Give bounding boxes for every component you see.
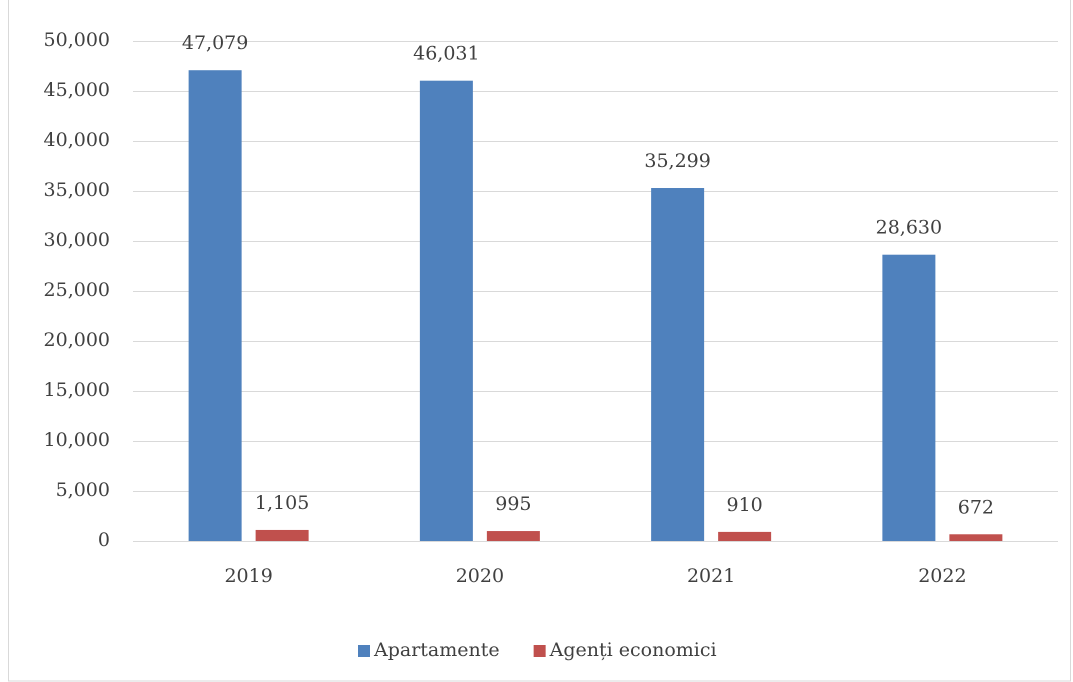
y-tick-label: 15,000	[44, 379, 110, 401]
bar	[949, 534, 1003, 541]
x-tick-label: 2020	[456, 565, 504, 587]
bar	[255, 529, 309, 541]
y-tick-label: 25,000	[44, 279, 110, 301]
chart-border	[8, 0, 1071, 682]
value-label: 910	[726, 494, 762, 516]
x-tick-label: 2021	[687, 565, 735, 587]
legend-swatch	[358, 645, 370, 657]
y-tick-label: 45,000	[44, 79, 110, 101]
value-label: 28,630	[876, 217, 942, 239]
legend-swatch	[533, 645, 546, 657]
value-label: 47,079	[182, 32, 248, 54]
bar	[882, 254, 936, 541]
y-tick-label: 0	[98, 529, 110, 551]
bar	[486, 531, 540, 541]
x-tick-label: 2019	[224, 565, 272, 587]
y-tick-label: 50,000	[44, 29, 110, 51]
value-label: 995	[495, 493, 531, 515]
y-tick-label: 35,000	[44, 179, 110, 201]
bar	[188, 70, 242, 542]
bar	[419, 80, 473, 541]
y-tick-label: 30,000	[44, 229, 110, 251]
y-tick-label: 5,000	[56, 479, 110, 501]
legend-label: Agenți economici	[549, 639, 717, 661]
legend-label: Apartamente	[373, 639, 500, 661]
value-label: 46,031	[413, 43, 479, 65]
value-label: 35,299	[644, 150, 710, 172]
y-tick-label: 20,000	[44, 329, 110, 351]
bar	[718, 531, 772, 541]
value-label: 1,105	[255, 492, 309, 514]
x-tick-label: 2022	[918, 565, 966, 587]
y-tick-label: 10,000	[44, 429, 110, 451]
value-label: 672	[958, 496, 994, 518]
bar	[651, 188, 705, 541]
y-tick-label: 40,000	[44, 129, 110, 151]
